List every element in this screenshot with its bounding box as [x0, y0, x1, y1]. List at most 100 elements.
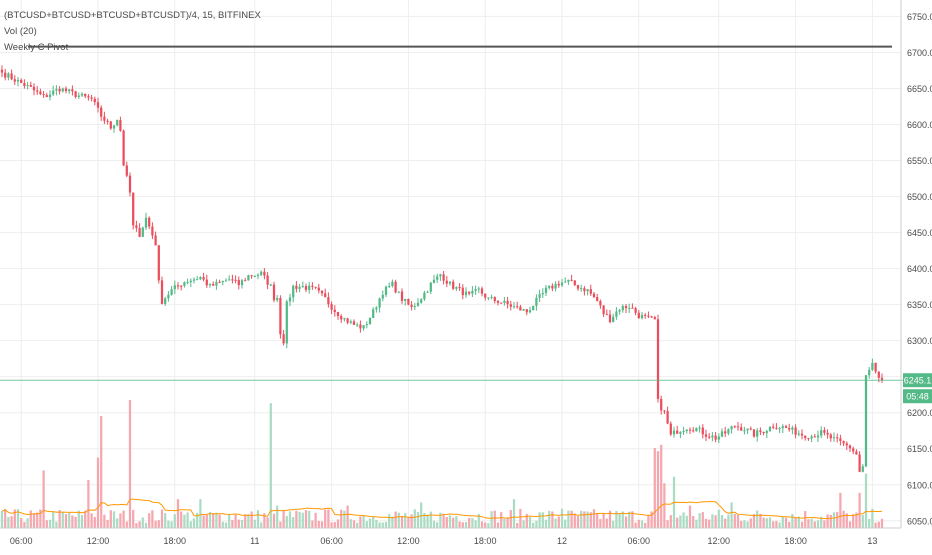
candle-body	[528, 310, 532, 313]
legend-volume[interactable]: Vol (20)	[4, 26, 37, 37]
candle-body	[503, 300, 506, 303]
candle	[100, 105, 103, 121]
candle-body	[861, 466, 864, 472]
volume-bar	[599, 519, 602, 528]
candle-body	[615, 311, 618, 317]
candle-body	[45, 95, 48, 98]
candle-body	[7, 73, 10, 78]
candle	[164, 296, 167, 306]
candle	[464, 287, 468, 298]
volume-bar	[391, 516, 394, 528]
volume-bar	[240, 519, 244, 528]
volume-ma-line	[1, 498, 883, 520]
volume-bar	[45, 520, 48, 528]
candle-body	[810, 436, 813, 439]
candle-body	[359, 324, 362, 329]
volume-bar	[170, 521, 173, 528]
volume-bar	[340, 509, 343, 528]
volume-bar	[640, 520, 644, 528]
volume-bar	[186, 512, 189, 528]
candle	[445, 276, 448, 288]
volume-bar	[669, 515, 672, 528]
candle	[375, 306, 378, 313]
volume-bar	[285, 515, 288, 528]
volume-bar	[244, 514, 247, 528]
candle	[32, 83, 36, 96]
candle	[397, 291, 400, 294]
legend-symbol[interactable]: (BTCUSD+BTCUSD+BTCUSD+BTCUSDT)/4, 15, BI…	[4, 10, 261, 21]
candle-body	[493, 297, 496, 301]
candle	[871, 358, 874, 371]
candle	[608, 309, 612, 324]
candle	[452, 279, 455, 291]
volume-bar	[138, 521, 141, 528]
candle-body	[122, 130, 125, 166]
volume-bar	[455, 516, 458, 528]
candle-body	[279, 298, 282, 335]
candle	[263, 268, 266, 280]
countdown-tag	[903, 389, 932, 404]
candle-body	[221, 280, 224, 283]
candle-body	[180, 285, 183, 287]
candle-body	[10, 73, 13, 80]
candle-body	[544, 287, 548, 293]
candle	[0, 65, 4, 78]
volume-bar	[631, 511, 634, 528]
volume-bar	[256, 510, 260, 528]
volume-bar	[212, 513, 215, 528]
candle-body	[285, 301, 288, 344]
volume-bar	[442, 513, 445, 528]
volume-bar	[132, 509, 135, 528]
candle	[692, 427, 695, 433]
volume-bar	[343, 510, 346, 528]
price-tick-label: 6400.0	[907, 264, 932, 274]
candle	[320, 290, 324, 297]
candle	[343, 317, 346, 322]
candle	[653, 315, 656, 320]
candle-body	[314, 286, 317, 288]
candle-body	[842, 441, 845, 444]
candle	[541, 288, 544, 298]
candle	[64, 86, 68, 94]
candle-body	[634, 308, 637, 313]
legend-pivot[interactable]: Weekly C Pivot	[4, 42, 69, 53]
candle	[135, 220, 138, 232]
candles	[0, 65, 884, 473]
volume-bar	[676, 517, 679, 528]
candle-body	[768, 426, 772, 431]
candle-body	[52, 90, 55, 95]
candle	[724, 426, 727, 438]
candle-body	[167, 294, 170, 299]
volume-bar	[736, 514, 740, 528]
candle	[388, 282, 391, 289]
volume-bar	[109, 510, 112, 528]
volume-bar	[532, 522, 535, 528]
candle-body	[64, 88, 68, 92]
volume-bar	[666, 520, 669, 528]
volume-bar	[199, 499, 202, 528]
candle-body	[61, 88, 64, 92]
volume-bar	[426, 514, 429, 528]
candle	[141, 226, 144, 238]
candle-body	[109, 121, 112, 129]
candle	[74, 90, 77, 99]
time-tick-label: 11	[250, 536, 259, 546]
time-tick-label: 18:00	[474, 536, 497, 546]
candle-body	[295, 285, 298, 289]
candle-body	[573, 280, 576, 286]
volume-bar	[839, 492, 842, 528]
candle-body	[391, 281, 394, 286]
candle	[778, 426, 781, 434]
candle-body	[426, 291, 429, 293]
candle-body	[148, 217, 151, 227]
volume-bar	[823, 520, 826, 528]
candle-body	[775, 427, 778, 429]
candle-body	[362, 325, 365, 329]
volume-bar	[506, 517, 509, 528]
volume-bar	[551, 511, 554, 528]
candle-body	[551, 285, 554, 289]
price-tick-label: 6350.0	[907, 300, 932, 310]
candle-body	[58, 88, 61, 92]
